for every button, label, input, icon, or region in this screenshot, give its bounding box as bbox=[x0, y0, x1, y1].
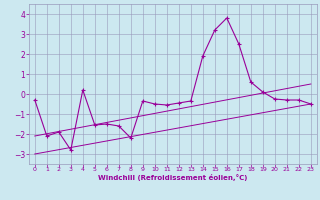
X-axis label: Windchill (Refroidissement éolien,°C): Windchill (Refroidissement éolien,°C) bbox=[98, 174, 247, 181]
